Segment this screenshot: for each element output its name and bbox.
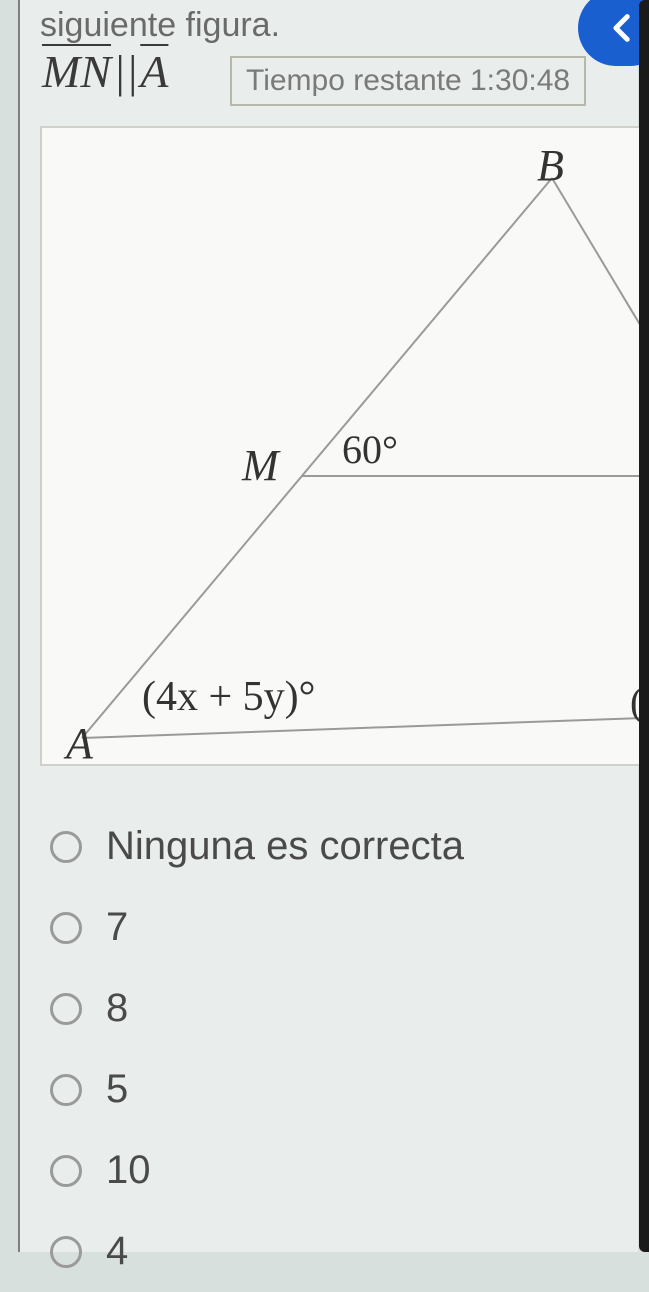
segment-mn: MN bbox=[40, 46, 113, 97]
angle-60-label: 60° bbox=[342, 426, 398, 473]
question-header: siguiente figura. MN||A Tiempo restante … bbox=[20, 0, 638, 108]
geometry-figure: B M 60° (4x + 5y)° A ( bbox=[40, 126, 640, 766]
segment-a: A bbox=[138, 46, 170, 97]
option-5[interactable]: 5 bbox=[50, 1049, 628, 1130]
radio-icon bbox=[50, 993, 82, 1025]
answer-options: Ninguna es correcta 7 8 5 10 4 bbox=[40, 806, 638, 1292]
vertex-a-label: A bbox=[66, 718, 93, 769]
option-10[interactable]: 10 bbox=[50, 1130, 628, 1211]
option-8[interactable]: 8 bbox=[50, 968, 628, 1049]
option-label: 5 bbox=[106, 1067, 128, 1112]
radio-icon bbox=[50, 831, 82, 863]
radio-icon bbox=[50, 912, 82, 944]
option-label: 8 bbox=[106, 986, 128, 1031]
option-none[interactable]: Ninguna es correcta bbox=[50, 806, 628, 887]
parallel-symbol: || bbox=[113, 46, 138, 97]
radio-icon bbox=[50, 1074, 82, 1106]
device-edge bbox=[639, 0, 649, 1252]
option-7[interactable]: 7 bbox=[50, 887, 628, 968]
option-label: Ninguna es correcta bbox=[106, 824, 464, 869]
radio-icon bbox=[50, 1155, 82, 1187]
option-label: 7 bbox=[106, 905, 128, 950]
timer-box: Tiempo restante 1:30:48 bbox=[230, 56, 586, 106]
point-m-label: M bbox=[242, 440, 279, 491]
vertex-b-label: B bbox=[537, 140, 564, 191]
option-label: 10 bbox=[106, 1148, 151, 1193]
content-frame: siguiente figura. MN||A Tiempo restante … bbox=[18, 0, 638, 1252]
question-text: siguiente figura. bbox=[40, 6, 618, 45]
angle-expression: (4x + 5y)° bbox=[142, 673, 315, 721]
